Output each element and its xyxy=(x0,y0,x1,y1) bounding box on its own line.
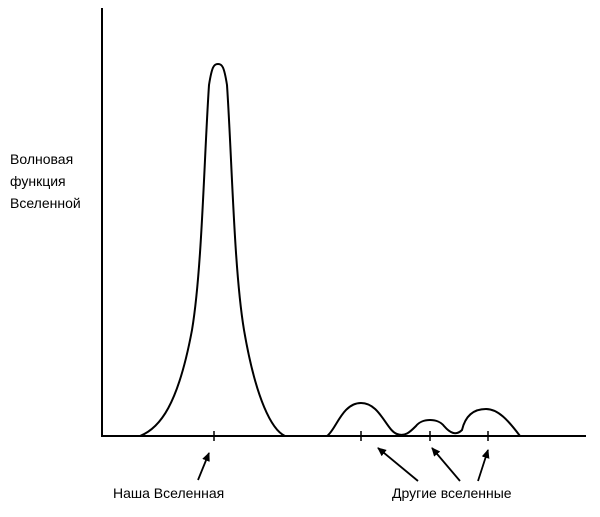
bumps-other-universes xyxy=(326,401,521,437)
y-axis-label-line-2: функция xyxy=(10,173,66,189)
caption-other-universes: Другие вселенные xyxy=(392,485,512,501)
caption-our-universe: Наша Вселенная xyxy=(113,485,225,501)
y-axis-label-line-3: Вселенной xyxy=(10,195,81,211)
arrow-other-universe-2 xyxy=(431,447,461,482)
arrow-our-universe xyxy=(197,452,210,481)
arrow-other-universe-3 xyxy=(477,449,490,482)
y-axis-label-line-1: Волновая xyxy=(10,151,74,167)
arrow-other-universe-1 xyxy=(377,447,419,482)
y-axis-label: Волновая функция Вселенной xyxy=(10,148,105,214)
peak-our-universe xyxy=(139,62,286,437)
